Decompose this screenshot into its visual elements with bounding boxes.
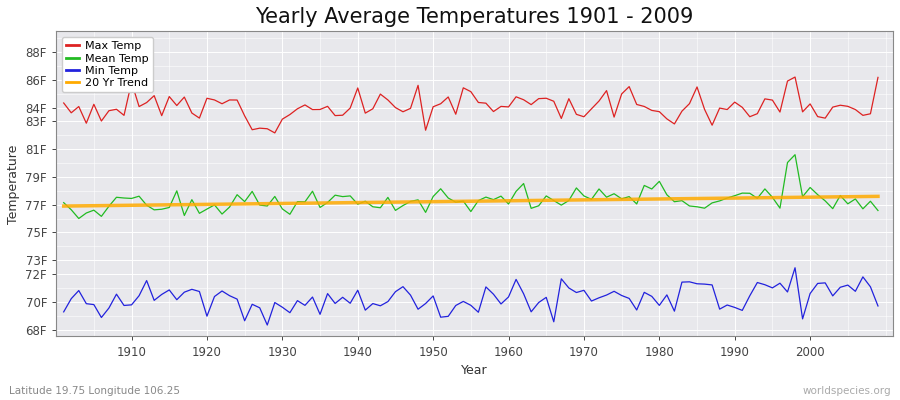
Title: Yearly Average Temperatures 1901 - 2009: Yearly Average Temperatures 1901 - 2009: [256, 7, 694, 27]
X-axis label: Year: Year: [462, 364, 488, 377]
Y-axis label: Temperature: Temperature: [7, 144, 20, 224]
Legend: Max Temp, Mean Temp, Min Temp, 20 Yr Trend: Max Temp, Mean Temp, Min Temp, 20 Yr Tre…: [62, 37, 153, 92]
Text: Latitude 19.75 Longitude 106.25: Latitude 19.75 Longitude 106.25: [9, 386, 180, 396]
Text: worldspecies.org: worldspecies.org: [803, 386, 891, 396]
